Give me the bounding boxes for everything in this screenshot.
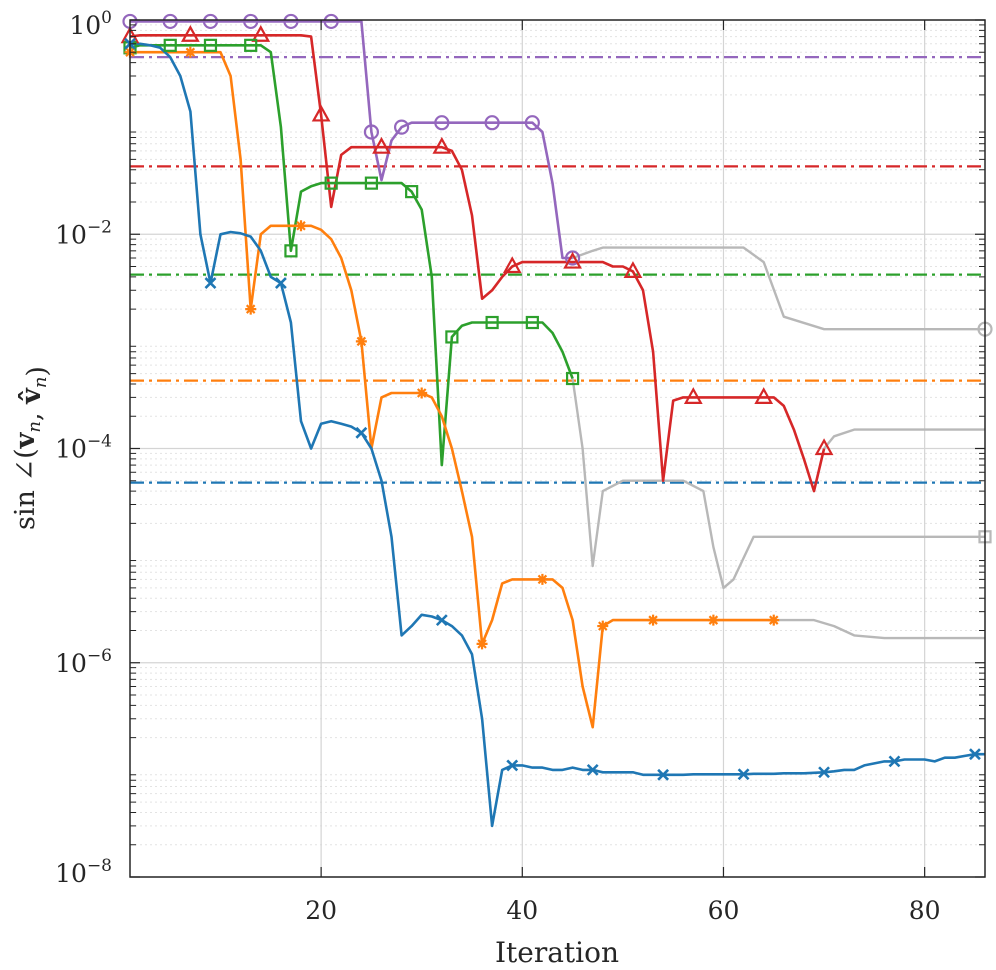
series-markers bbox=[120, 13, 993, 781]
y-tick-label: 10−4 bbox=[55, 432, 112, 464]
blue-marker bbox=[586, 763, 599, 776]
orange-marker bbox=[295, 220, 307, 232]
green-marker bbox=[244, 38, 258, 52]
green-series-line bbox=[129, 43, 574, 467]
x-tick-label: 60 bbox=[708, 896, 740, 925]
purple-marker bbox=[363, 124, 380, 140]
purple-marker bbox=[484, 115, 500, 131]
orange-series-line bbox=[130, 50, 774, 729]
orange-marker bbox=[707, 614, 719, 626]
red-marker bbox=[311, 104, 331, 122]
green-marker bbox=[485, 315, 499, 330]
blue-marker bbox=[888, 755, 901, 768]
green-marker bbox=[565, 371, 580, 386]
green-marker bbox=[405, 185, 419, 199]
blue-marker bbox=[737, 768, 750, 781]
y-tick-label: 100 bbox=[69, 8, 112, 40]
red-marker bbox=[180, 25, 200, 42]
orange-marker bbox=[416, 387, 428, 399]
axis-ticks bbox=[130, 19, 985, 878]
purple-marker bbox=[202, 13, 219, 30]
tick-labels: 100 10−2 10−4 10−6 10−8 20 40 60 80 bbox=[55, 8, 940, 925]
red-marker bbox=[251, 25, 271, 42]
y-tick-label: 10−2 bbox=[55, 217, 112, 249]
purple-marker bbox=[393, 119, 410, 135]
orange-marker bbox=[536, 573, 548, 585]
red-marker bbox=[814, 438, 834, 456]
blue-marker bbox=[969, 748, 981, 761]
orange-marker bbox=[476, 638, 488, 650]
purple-gray-tail bbox=[572, 246, 985, 331]
red-marker bbox=[754, 387, 774, 404]
y-axis-label: sin ∠(vn, v̂n) bbox=[10, 366, 53, 530]
green-marker bbox=[525, 315, 539, 330]
blue-marker bbox=[355, 426, 368, 439]
x-tick-label: 80 bbox=[909, 896, 941, 925]
blue-marker bbox=[506, 759, 519, 772]
green-marker bbox=[203, 38, 218, 52]
blue-series-line bbox=[130, 42, 985, 828]
red-series-line bbox=[129, 33, 826, 493]
y-tick-label: 10−8 bbox=[55, 856, 112, 888]
red-marker bbox=[432, 136, 452, 154]
blue-marker bbox=[657, 768, 670, 781]
red-marker bbox=[563, 251, 582, 269]
orange-marker bbox=[355, 335, 367, 347]
gray-continuation-lines bbox=[571, 246, 985, 640]
y-axis-label-text: sin ∠(vn, v̂n) bbox=[10, 366, 53, 530]
orange-marker bbox=[184, 46, 196, 58]
blue-marker bbox=[274, 277, 287, 290]
green-marker bbox=[364, 176, 379, 190]
green-marker bbox=[445, 330, 459, 344]
purple-marker bbox=[524, 115, 540, 131]
purple-marker bbox=[434, 115, 450, 131]
orange-marker bbox=[597, 620, 609, 632]
purple-marker bbox=[323, 13, 339, 30]
red-marker bbox=[623, 261, 643, 278]
green-marker bbox=[284, 244, 298, 258]
blue-marker bbox=[435, 614, 448, 627]
orange-marker bbox=[647, 614, 659, 626]
green-marker bbox=[163, 38, 177, 52]
red-marker bbox=[372, 136, 391, 154]
red-marker bbox=[502, 256, 522, 274]
x-tick-label: 40 bbox=[506, 896, 538, 925]
green-marker bbox=[324, 176, 338, 190]
purple-marker bbox=[243, 13, 259, 30]
blue-marker bbox=[204, 277, 217, 290]
x-tick-label: 20 bbox=[305, 896, 337, 925]
green-gray-tail bbox=[571, 378, 985, 590]
purple-marker bbox=[283, 13, 299, 30]
blue-marker bbox=[818, 766, 830, 779]
purple-marker bbox=[564, 250, 581, 266]
red-marker bbox=[683, 387, 703, 404]
orange-marker bbox=[245, 303, 257, 315]
y-tick-label: 10−6 bbox=[55, 646, 112, 678]
red-gray-tail bbox=[823, 428, 985, 450]
purple-marker bbox=[162, 13, 178, 30]
orange-marker bbox=[768, 614, 780, 626]
orange-gray-tail bbox=[773, 618, 985, 640]
x-axis-label: Iteration bbox=[495, 936, 619, 969]
